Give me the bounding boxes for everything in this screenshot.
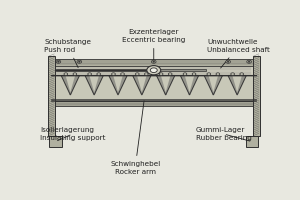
Circle shape (78, 61, 80, 62)
Circle shape (58, 61, 59, 62)
Polygon shape (109, 76, 127, 95)
Polygon shape (85, 76, 103, 95)
Bar (160, 69, 206, 71)
Circle shape (135, 73, 139, 75)
Bar (54, 66, 254, 75)
Circle shape (153, 61, 155, 62)
Circle shape (192, 73, 196, 75)
Polygon shape (204, 76, 222, 95)
Text: Gummi-Lager
Rubber bearing: Gummi-Lager Rubber bearing (196, 127, 251, 141)
Circle shape (147, 66, 161, 75)
Text: Schubstange
Push rod: Schubstange Push rod (44, 39, 92, 68)
Text: Unwuchtwelle
Unbalanced shaft: Unwuchtwelle Unbalanced shaft (207, 39, 270, 68)
Polygon shape (180, 76, 199, 95)
Circle shape (73, 73, 77, 75)
Circle shape (77, 60, 82, 63)
Circle shape (152, 60, 156, 63)
Polygon shape (228, 76, 246, 95)
Bar (246, 136, 258, 147)
Polygon shape (157, 76, 175, 95)
Text: Exzenterlager
Eccentric bearing: Exzenterlager Eccentric bearing (122, 29, 185, 62)
Circle shape (231, 73, 235, 75)
Bar (52, 59, 256, 66)
Circle shape (183, 73, 187, 75)
Bar (56, 69, 148, 71)
Circle shape (240, 73, 244, 75)
Circle shape (207, 73, 211, 75)
Circle shape (227, 61, 229, 62)
Bar (48, 56, 55, 136)
Bar (49, 136, 62, 147)
Circle shape (247, 60, 251, 63)
Text: Isolierlagerung
Insulating support: Isolierlagerung Insulating support (40, 127, 105, 141)
Circle shape (112, 73, 115, 75)
Circle shape (121, 73, 124, 75)
Circle shape (56, 60, 61, 63)
Circle shape (97, 73, 101, 75)
Circle shape (150, 68, 157, 73)
Polygon shape (133, 76, 151, 95)
Circle shape (248, 61, 250, 62)
Bar (253, 56, 260, 136)
Circle shape (159, 73, 163, 75)
Polygon shape (61, 76, 80, 95)
Text: Schwinghebel
Rocker arm: Schwinghebel Rocker arm (110, 101, 160, 175)
Circle shape (88, 73, 92, 75)
Circle shape (145, 73, 148, 75)
Circle shape (216, 73, 220, 75)
Circle shape (168, 73, 172, 75)
Circle shape (226, 60, 230, 63)
Bar (52, 75, 256, 101)
Circle shape (64, 73, 68, 75)
Bar (52, 101, 256, 106)
